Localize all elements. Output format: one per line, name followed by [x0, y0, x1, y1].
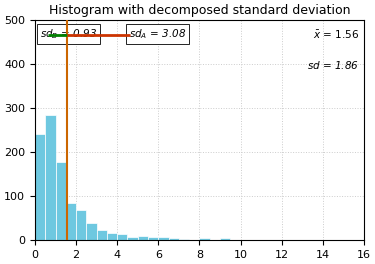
Bar: [148, 237, 158, 240]
Bar: [76, 210, 86, 240]
Text: $\bar{x}$ = 1.56: $\bar{x}$ = 1.56: [313, 29, 359, 41]
Bar: [117, 234, 128, 240]
Bar: [66, 203, 76, 240]
Bar: [220, 238, 230, 240]
Bar: [97, 229, 107, 240]
Title: Histogram with decomposed standard deviation: Histogram with decomposed standard devia…: [49, 4, 350, 17]
Text: $sd$ = 1.86: $sd$ = 1.86: [307, 59, 359, 71]
Bar: [56, 162, 66, 240]
Bar: [45, 115, 56, 240]
Bar: [128, 237, 138, 240]
Bar: [107, 233, 117, 240]
Bar: [35, 134, 45, 240]
Bar: [86, 223, 97, 240]
Bar: [158, 237, 169, 240]
Text: $sd_B$ = 0.93: $sd_B$ = 0.93: [40, 27, 97, 41]
Bar: [169, 238, 179, 240]
Text: $sd_A$ = 3.08: $sd_A$ = 3.08: [129, 27, 186, 41]
Bar: [179, 239, 189, 240]
Bar: [200, 238, 210, 240]
Bar: [138, 236, 148, 240]
